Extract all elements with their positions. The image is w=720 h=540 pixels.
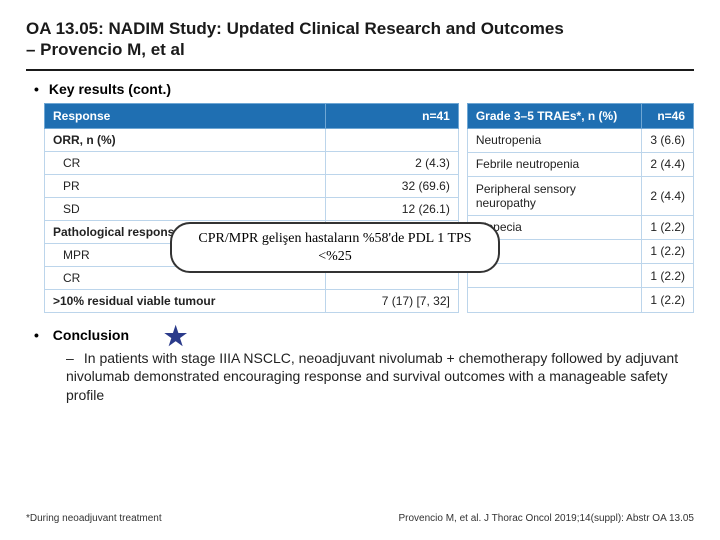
table-row: ORR, n (%)	[45, 128, 459, 151]
slide-title: OA 13.05: NADIM Study: Updated Clinical …	[26, 18, 694, 61]
table-row: 1 (2.2)	[467, 288, 693, 312]
conclusion-heading: Conclusion ★	[34, 327, 694, 343]
table-row: Neutropenia3 (6.6)	[467, 128, 693, 152]
conclusion-text: – In patients with stage IIIA NSCLC, neo…	[66, 349, 694, 406]
callout-bubble: CPR/MPR gelişen hastaların %58'de PDL 1 …	[170, 222, 500, 273]
table-row: CR2 (4.3)	[45, 151, 459, 174]
response-header-n: n=41	[325, 103, 458, 128]
response-table: Response n=41 ORR, n (%) CR2 (4.3) PR32 …	[44, 103, 459, 313]
table-row: Febrile neutropenia2 (4.4)	[467, 152, 693, 176]
key-results-heading: Key results (cont.)	[34, 81, 694, 97]
trae-header-label: Grade 3–5 TRAEs*, n (%)	[467, 103, 641, 128]
title-line-2: – Provencio M, et al	[26, 39, 694, 60]
table-row: 1 (2.2)	[467, 239, 693, 263]
title-line-1: OA 13.05: NADIM Study: Updated Clinical …	[26, 18, 694, 39]
title-rule	[26, 69, 694, 71]
conclusion-block: Conclusion ★ – In patients with stage II…	[26, 327, 694, 406]
table-row: >10% residual viable tumour7 (17) [7, 32…	[45, 289, 459, 312]
footnote-right: Provencio M, et al. J Thorac Oncol 2019;…	[398, 513, 694, 524]
dash-icon: –	[66, 349, 80, 368]
footer: *During neoadjuvant treatment Provencio …	[26, 513, 694, 524]
star-icon: ★	[164, 321, 187, 352]
table-row: Alopecia1 (2.2)	[467, 215, 693, 239]
footnote-left: *During neoadjuvant treatment	[26, 513, 162, 524]
response-header-label: Response	[45, 103, 326, 128]
table-row: 1 (2.2)	[467, 264, 693, 288]
table-row: SD12 (26.1)	[45, 197, 459, 220]
trae-table: Grade 3–5 TRAEs*, n (%) n=46 Neutropenia…	[467, 103, 694, 313]
table-row: PR32 (69.6)	[45, 174, 459, 197]
trae-header-n: n=46	[642, 103, 694, 128]
tables-row: Response n=41 ORR, n (%) CR2 (4.3) PR32 …	[44, 103, 694, 313]
table-row: Peripheral sensory neuropathy2 (4.4)	[467, 176, 693, 215]
